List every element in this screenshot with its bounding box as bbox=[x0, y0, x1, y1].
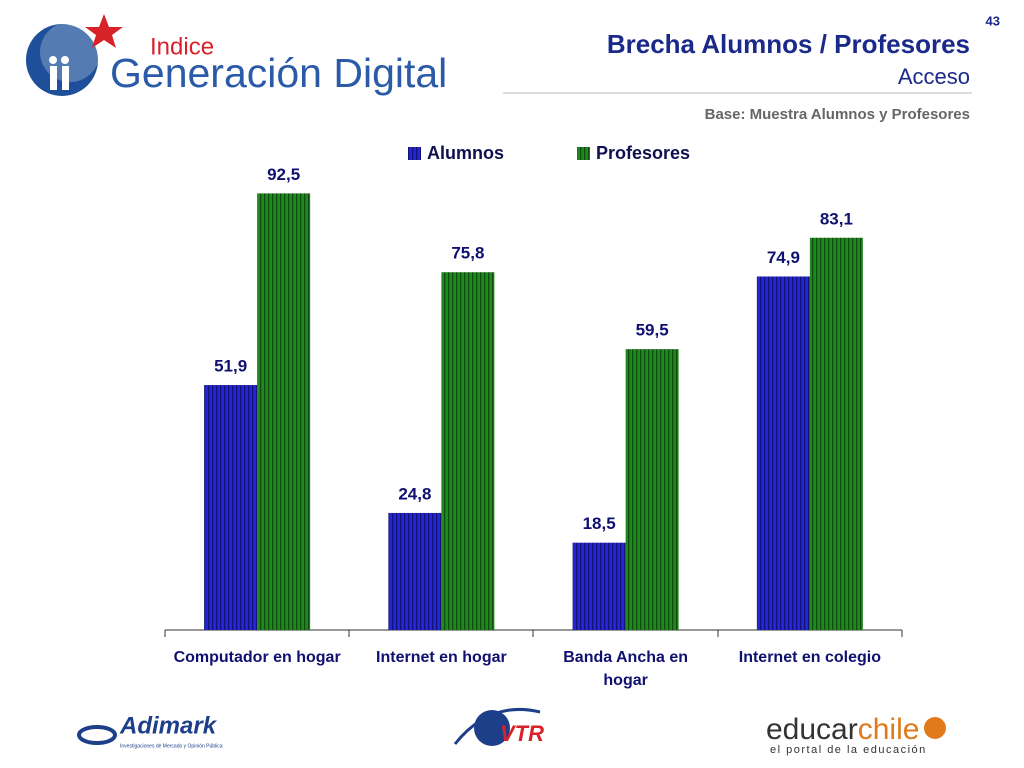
x-axis bbox=[164, 629, 903, 637]
data-label: 74,9 bbox=[767, 248, 800, 267]
bar bbox=[572, 542, 626, 630]
bar bbox=[809, 237, 863, 630]
data-label: 18,5 bbox=[583, 514, 616, 533]
vtr-logo: VTR bbox=[453, 707, 544, 746]
data-label: 75,8 bbox=[451, 244, 484, 263]
legend-swatch bbox=[577, 147, 590, 160]
logo-text: chile bbox=[858, 713, 920, 746]
x-tick-label: Internet en colegio bbox=[738, 649, 881, 666]
logo-text: educarchile bbox=[766, 713, 919, 746]
bar bbox=[204, 385, 258, 630]
legend-label: Alumnos bbox=[427, 143, 504, 163]
chart-title: Brecha Alumnos / Profesores bbox=[607, 29, 970, 59]
page-number: 43 bbox=[986, 13, 1000, 28]
logo-text: el portal de la educación bbox=[770, 744, 927, 756]
data-label: 51,9 bbox=[214, 357, 247, 376]
legend-swatch bbox=[408, 147, 421, 160]
data-label: 83,1 bbox=[820, 209, 853, 228]
logo-text: Generación Digital bbox=[110, 50, 447, 96]
x-tick-label: Internet en hogar bbox=[376, 649, 507, 666]
bar bbox=[257, 193, 311, 630]
x-tick-label: Banda Ancha en hogar bbox=[563, 649, 688, 689]
chart-subtitle: Acceso bbox=[898, 64, 970, 89]
data-label: 92,5 bbox=[267, 165, 300, 184]
bar bbox=[756, 276, 810, 630]
bar bbox=[388, 512, 442, 630]
educarchile-logo: educarchile el portal de la educación bbox=[766, 713, 946, 756]
logo-text: Investigaciones de Mercado y Opinión Púb… bbox=[120, 743, 223, 749]
legend-label: Profesores bbox=[596, 143, 690, 163]
note: Base: Muestra Alumnos y Profesores bbox=[705, 106, 970, 123]
indice-logo: Indice Generación Digital bbox=[26, 14, 447, 96]
data-label: 24,8 bbox=[398, 484, 431, 503]
logo-text: Indice bbox=[150, 33, 214, 60]
logo-text: educar bbox=[766, 713, 858, 746]
adimark-logo: Adimark Investigaciones de Mercado y Opi… bbox=[77, 712, 223, 749]
bar bbox=[441, 272, 495, 630]
logo-text: VTR bbox=[500, 721, 544, 746]
data-label: 59,5 bbox=[636, 321, 669, 340]
logo-text: Adimark bbox=[119, 712, 218, 739]
bar bbox=[625, 349, 679, 630]
x-tick-label: Computador en hogar bbox=[173, 649, 341, 666]
